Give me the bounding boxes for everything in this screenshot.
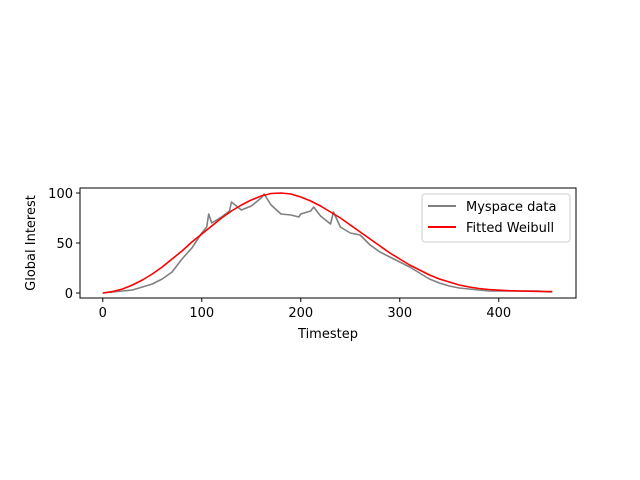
y-tick-label: 100 [48,187,73,202]
series-layer [102,192,553,294]
x-tick-label: 200 [288,306,313,321]
x-tick-label: 0 [99,306,107,321]
y-tick-label: 50 [56,237,73,252]
series-line-fitted-weibull [102,192,553,294]
x-tick-label: 300 [387,306,412,321]
x-axis-label: Timestep [297,327,358,342]
series-line-myspace-data [102,193,553,294]
x-tick-label: 100 [189,306,214,321]
y-axis-label: Global Interest [24,195,39,291]
y-tick-label: 0 [65,287,73,302]
legend-label-myspace-data: Myspace data [466,200,556,215]
x-axis-ticks: 0 100 200 300 400 [99,298,511,321]
legend-box [421,193,571,243]
legend-label-fitted-weibull: Fitted Weibull [466,221,554,236]
x-tick-label: 400 [486,306,511,321]
legend: Myspace data Fitted Weibull [421,193,571,243]
plot-area [102,192,553,294]
y-axis-ticks: 0 50 100 [48,187,80,302]
